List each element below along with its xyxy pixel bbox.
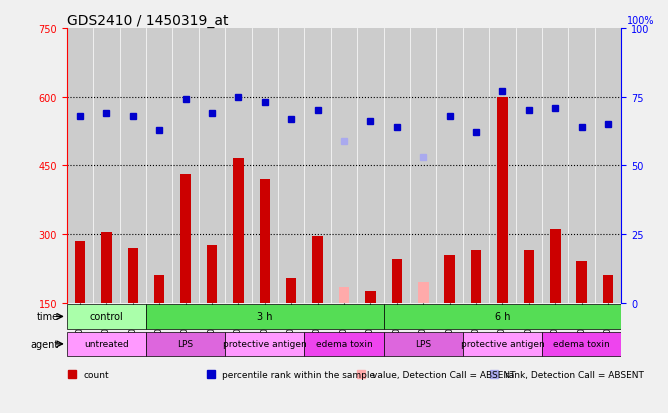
- Bar: [463, 29, 489, 303]
- Bar: [550, 230, 560, 303]
- Bar: [383, 29, 410, 303]
- Bar: [595, 29, 621, 303]
- FancyBboxPatch shape: [146, 332, 225, 356]
- FancyBboxPatch shape: [383, 332, 463, 356]
- Bar: [331, 29, 357, 303]
- Bar: [391, 259, 402, 303]
- Text: edema toxin: edema toxin: [553, 339, 610, 349]
- Bar: [94, 29, 120, 303]
- Text: rank, Detection Call = ABSENT: rank, Detection Call = ABSENT: [505, 370, 644, 379]
- Text: untreated: untreated: [84, 339, 129, 349]
- Bar: [67, 29, 94, 303]
- Bar: [278, 29, 305, 303]
- Bar: [603, 275, 613, 303]
- Bar: [146, 29, 172, 303]
- Bar: [154, 275, 164, 303]
- Bar: [313, 237, 323, 303]
- FancyBboxPatch shape: [463, 332, 542, 356]
- FancyBboxPatch shape: [542, 332, 621, 356]
- Bar: [497, 97, 508, 303]
- Text: percentile rank within the sample: percentile rank within the sample: [222, 370, 375, 379]
- Text: value, Detection Call = ABSENT: value, Detection Call = ABSENT: [372, 370, 515, 379]
- Text: protective antigen: protective antigen: [460, 339, 544, 349]
- Text: edema toxin: edema toxin: [316, 339, 372, 349]
- Bar: [305, 29, 331, 303]
- Bar: [120, 29, 146, 303]
- Text: GDS2410 / 1450319_at: GDS2410 / 1450319_at: [67, 14, 228, 28]
- Text: LPS: LPS: [178, 339, 194, 349]
- Bar: [225, 29, 252, 303]
- Bar: [524, 250, 534, 303]
- Bar: [568, 29, 595, 303]
- FancyBboxPatch shape: [67, 332, 146, 356]
- FancyBboxPatch shape: [146, 304, 383, 329]
- Text: count: count: [84, 370, 109, 379]
- Bar: [489, 29, 516, 303]
- FancyBboxPatch shape: [305, 332, 383, 356]
- Bar: [357, 29, 383, 303]
- Bar: [206, 246, 217, 303]
- Bar: [436, 29, 463, 303]
- FancyBboxPatch shape: [67, 304, 146, 329]
- Bar: [339, 287, 349, 303]
- Bar: [260, 180, 270, 303]
- Bar: [542, 29, 568, 303]
- Bar: [471, 250, 482, 303]
- Bar: [75, 241, 86, 303]
- FancyBboxPatch shape: [225, 332, 305, 356]
- Bar: [365, 292, 375, 303]
- Bar: [516, 29, 542, 303]
- Text: protective antigen: protective antigen: [223, 339, 307, 349]
- Bar: [101, 232, 112, 303]
- Text: LPS: LPS: [415, 339, 432, 349]
- Text: control: control: [90, 312, 124, 322]
- Bar: [233, 159, 244, 303]
- Bar: [444, 255, 455, 303]
- Bar: [576, 262, 587, 303]
- Text: 3 h: 3 h: [257, 312, 273, 322]
- Text: 100%: 100%: [627, 16, 654, 26]
- Bar: [180, 175, 191, 303]
- Text: time: time: [37, 312, 59, 322]
- Bar: [128, 248, 138, 303]
- Bar: [418, 282, 428, 303]
- Text: agent: agent: [31, 339, 59, 349]
- Bar: [286, 278, 297, 303]
- Bar: [410, 29, 436, 303]
- Bar: [199, 29, 225, 303]
- Bar: [172, 29, 199, 303]
- Text: 6 h: 6 h: [495, 312, 510, 322]
- FancyBboxPatch shape: [383, 304, 621, 329]
- Bar: [252, 29, 278, 303]
